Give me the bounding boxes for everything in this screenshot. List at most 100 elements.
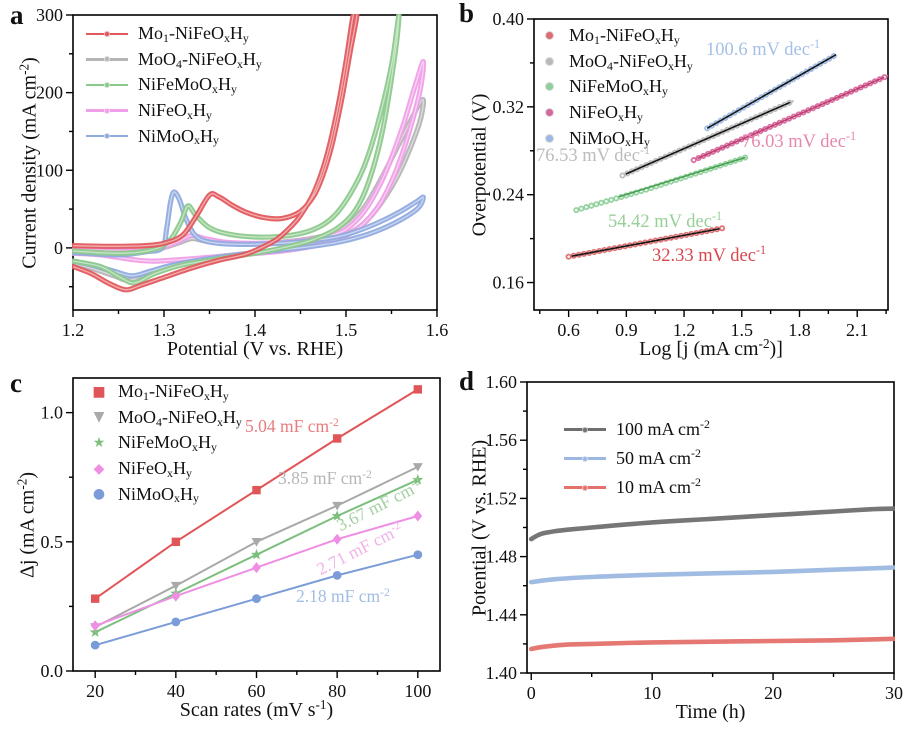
rich-text-sup: -1	[639, 143, 651, 158]
rich-text-sup: -1	[809, 37, 821, 52]
marker-square	[413, 385, 423, 394]
marker-square	[171, 537, 181, 547]
y-tick-label: 1.52	[486, 488, 518, 508]
slope-annotation: 76.53 mV dec-1	[536, 143, 651, 166]
rich-text-sub: 1	[163, 30, 169, 45]
y-tick-label: 1.0	[41, 403, 64, 423]
legend-marker-glyph: ●	[92, 486, 106, 503]
legend-item: 100 mA cm-2	[564, 415, 710, 444]
legend-marker-line	[86, 107, 128, 114]
x-tick-label: 10	[643, 683, 661, 703]
rich-text-sub: x	[618, 109, 624, 124]
x-tick-label: 1.5	[731, 320, 754, 340]
rich-text-sub: x	[212, 82, 218, 97]
rich-text-sub: y	[230, 82, 237, 97]
slope-annotation: 32.33 mV dec-1	[652, 243, 767, 266]
legend-marker-dot	[104, 107, 110, 114]
legend-marker-dot	[582, 455, 588, 462]
rich-text-sub: x	[643, 84, 649, 99]
legend-label: Mo1-NiFeOxHy	[118, 381, 229, 403]
panel-b-plot: 0.6 0.9 1.2 1.5 1.8 2.1 0.16 0.24 0.32 0.40	[493, 9, 889, 340]
legend-marker-glyph: ■	[92, 383, 106, 400]
rich-text-sub: y	[185, 465, 192, 480]
y-tick-label: 0.40	[493, 9, 525, 29]
rich-text-sup: -2	[691, 475, 701, 490]
legend-label: NiFeOxHy	[118, 458, 192, 480]
x-tick-label: 20	[764, 683, 782, 703]
legend-marker-glyph: ◆	[93, 460, 105, 477]
legend-marker-dot	[546, 83, 553, 91]
rich-text-sub: y	[210, 440, 217, 455]
x-tick-label: 1.8	[788, 320, 811, 340]
legend-label: MoO4-NiFeOxHy	[118, 406, 242, 429]
legend-item: MoO4-NiFeOxHy	[86, 47, 262, 73]
legend-marker-line	[86, 56, 128, 63]
slope-annotation: 54.42 mV dec-1	[608, 209, 723, 232]
panel-b-x-axis-title: Log [j (mA cm-2)]	[639, 335, 783, 360]
marker-star	[251, 548, 262, 560]
rich-text-sub: 1	[143, 388, 149, 403]
panel-d-plot: 0 10 20 30 1.40 1.44 1.48 1.52 1.56 1.60	[486, 372, 904, 703]
x-tick-label: 0.9	[615, 320, 638, 340]
marker-diamond	[332, 533, 342, 545]
rich-text-sup: -2	[691, 446, 701, 461]
rich-text-sup: -1	[845, 129, 857, 144]
rich-text-sub: y	[205, 107, 212, 122]
series-curve-core	[72, 14, 358, 291]
marker-star	[412, 474, 424, 485]
panel-d-legend: 100 mA cm-2 50 mA cm-2 10 mA cm-2	[564, 415, 710, 502]
x-tick-label: 1.3	[153, 320, 176, 340]
rich-text-sub: y	[235, 414, 242, 429]
marker-triangle-down	[332, 501, 343, 511]
legend-item: 50 mA cm-2	[564, 444, 710, 473]
panel-c: 20 40 60 80 100 0.0 0.5 1.0 c Scan rates (mV s-…	[0, 368, 453, 735]
series-group	[528, 506, 895, 652]
legend-marker-dot	[104, 30, 110, 37]
rich-text-sub: y	[673, 32, 680, 47]
x-tick-label: 0	[527, 683, 536, 703]
legend-item: ● NiMoOxHy	[86, 481, 242, 507]
rich-text-sub: y	[661, 84, 668, 99]
y-tick-label: 300	[36, 5, 63, 25]
tafel-fit-line	[706, 53, 837, 129]
rich-text-sub: x	[203, 388, 210, 403]
legend-label: NiMoOxHy	[118, 483, 199, 506]
legend-item: NiFeOxHy	[542, 100, 693, 126]
panel-a-legend: Mo1-NiFeOxHy MoO4-NiFeOxHy NiFeMoOxHy NiFeO…	[86, 21, 262, 149]
rich-text-sub: x	[167, 465, 173, 480]
panel-d-y-axis-title: Potential (V vs. RHE)	[468, 439, 491, 616]
marker-circle	[171, 617, 181, 627]
legend-item: MoO4-NiFeOxHy	[542, 49, 693, 75]
legend-marker-dot	[582, 484, 588, 491]
axis-ticks	[66, 14, 438, 317]
legend-label: 10 mA cm-2	[616, 475, 701, 497]
legend-item: NiFeMoOxHy	[86, 72, 262, 98]
legend-label: NiFeOxHy	[138, 100, 212, 122]
y-tick-label: 1.60	[486, 372, 518, 392]
rich-text-sub: 4	[176, 56, 182, 71]
panel-c-y-axis-title: Δj (mA cm-2)	[14, 471, 39, 578]
panel-b-letter: b	[459, 0, 475, 28]
marker-diamond	[252, 562, 261, 574]
panel-c-letter: c	[10, 368, 22, 398]
axis-ticks	[66, 411, 419, 678]
legend-label: 100 mA cm-2	[616, 417, 710, 439]
rich-text-sup: -2	[16, 63, 32, 75]
panel-a-y-axis-title: Current density (mA cm-2)	[16, 56, 41, 269]
legend-item: Mo1-NiFeOxHy	[86, 21, 262, 47]
tafel-fit-line	[697, 76, 885, 160]
legend-label: NiFeOxHy	[569, 102, 643, 124]
x-tick-label: 0.6	[557, 320, 580, 340]
slope-annotation: 3.85 mF cm-2	[278, 468, 372, 488]
series-curve	[528, 565, 895, 585]
x-tick-label: 60	[248, 681, 266, 701]
series-curve-core	[72, 14, 400, 284]
rich-text-sub: x	[667, 58, 674, 73]
slope-annotation: 100.6 mV dec-1	[706, 37, 821, 60]
y-tick-label: 200	[36, 83, 63, 103]
panel-a-plot: 1.2 1.3 1.4 1.5 1.6 0 100 200 300	[36, 5, 448, 340]
rich-text-sub: x	[192, 440, 198, 455]
rich-text-sub: x	[654, 32, 661, 47]
slope-annotation: 5.04 mF cm-2	[245, 416, 339, 436]
series-group	[72, 14, 427, 293]
